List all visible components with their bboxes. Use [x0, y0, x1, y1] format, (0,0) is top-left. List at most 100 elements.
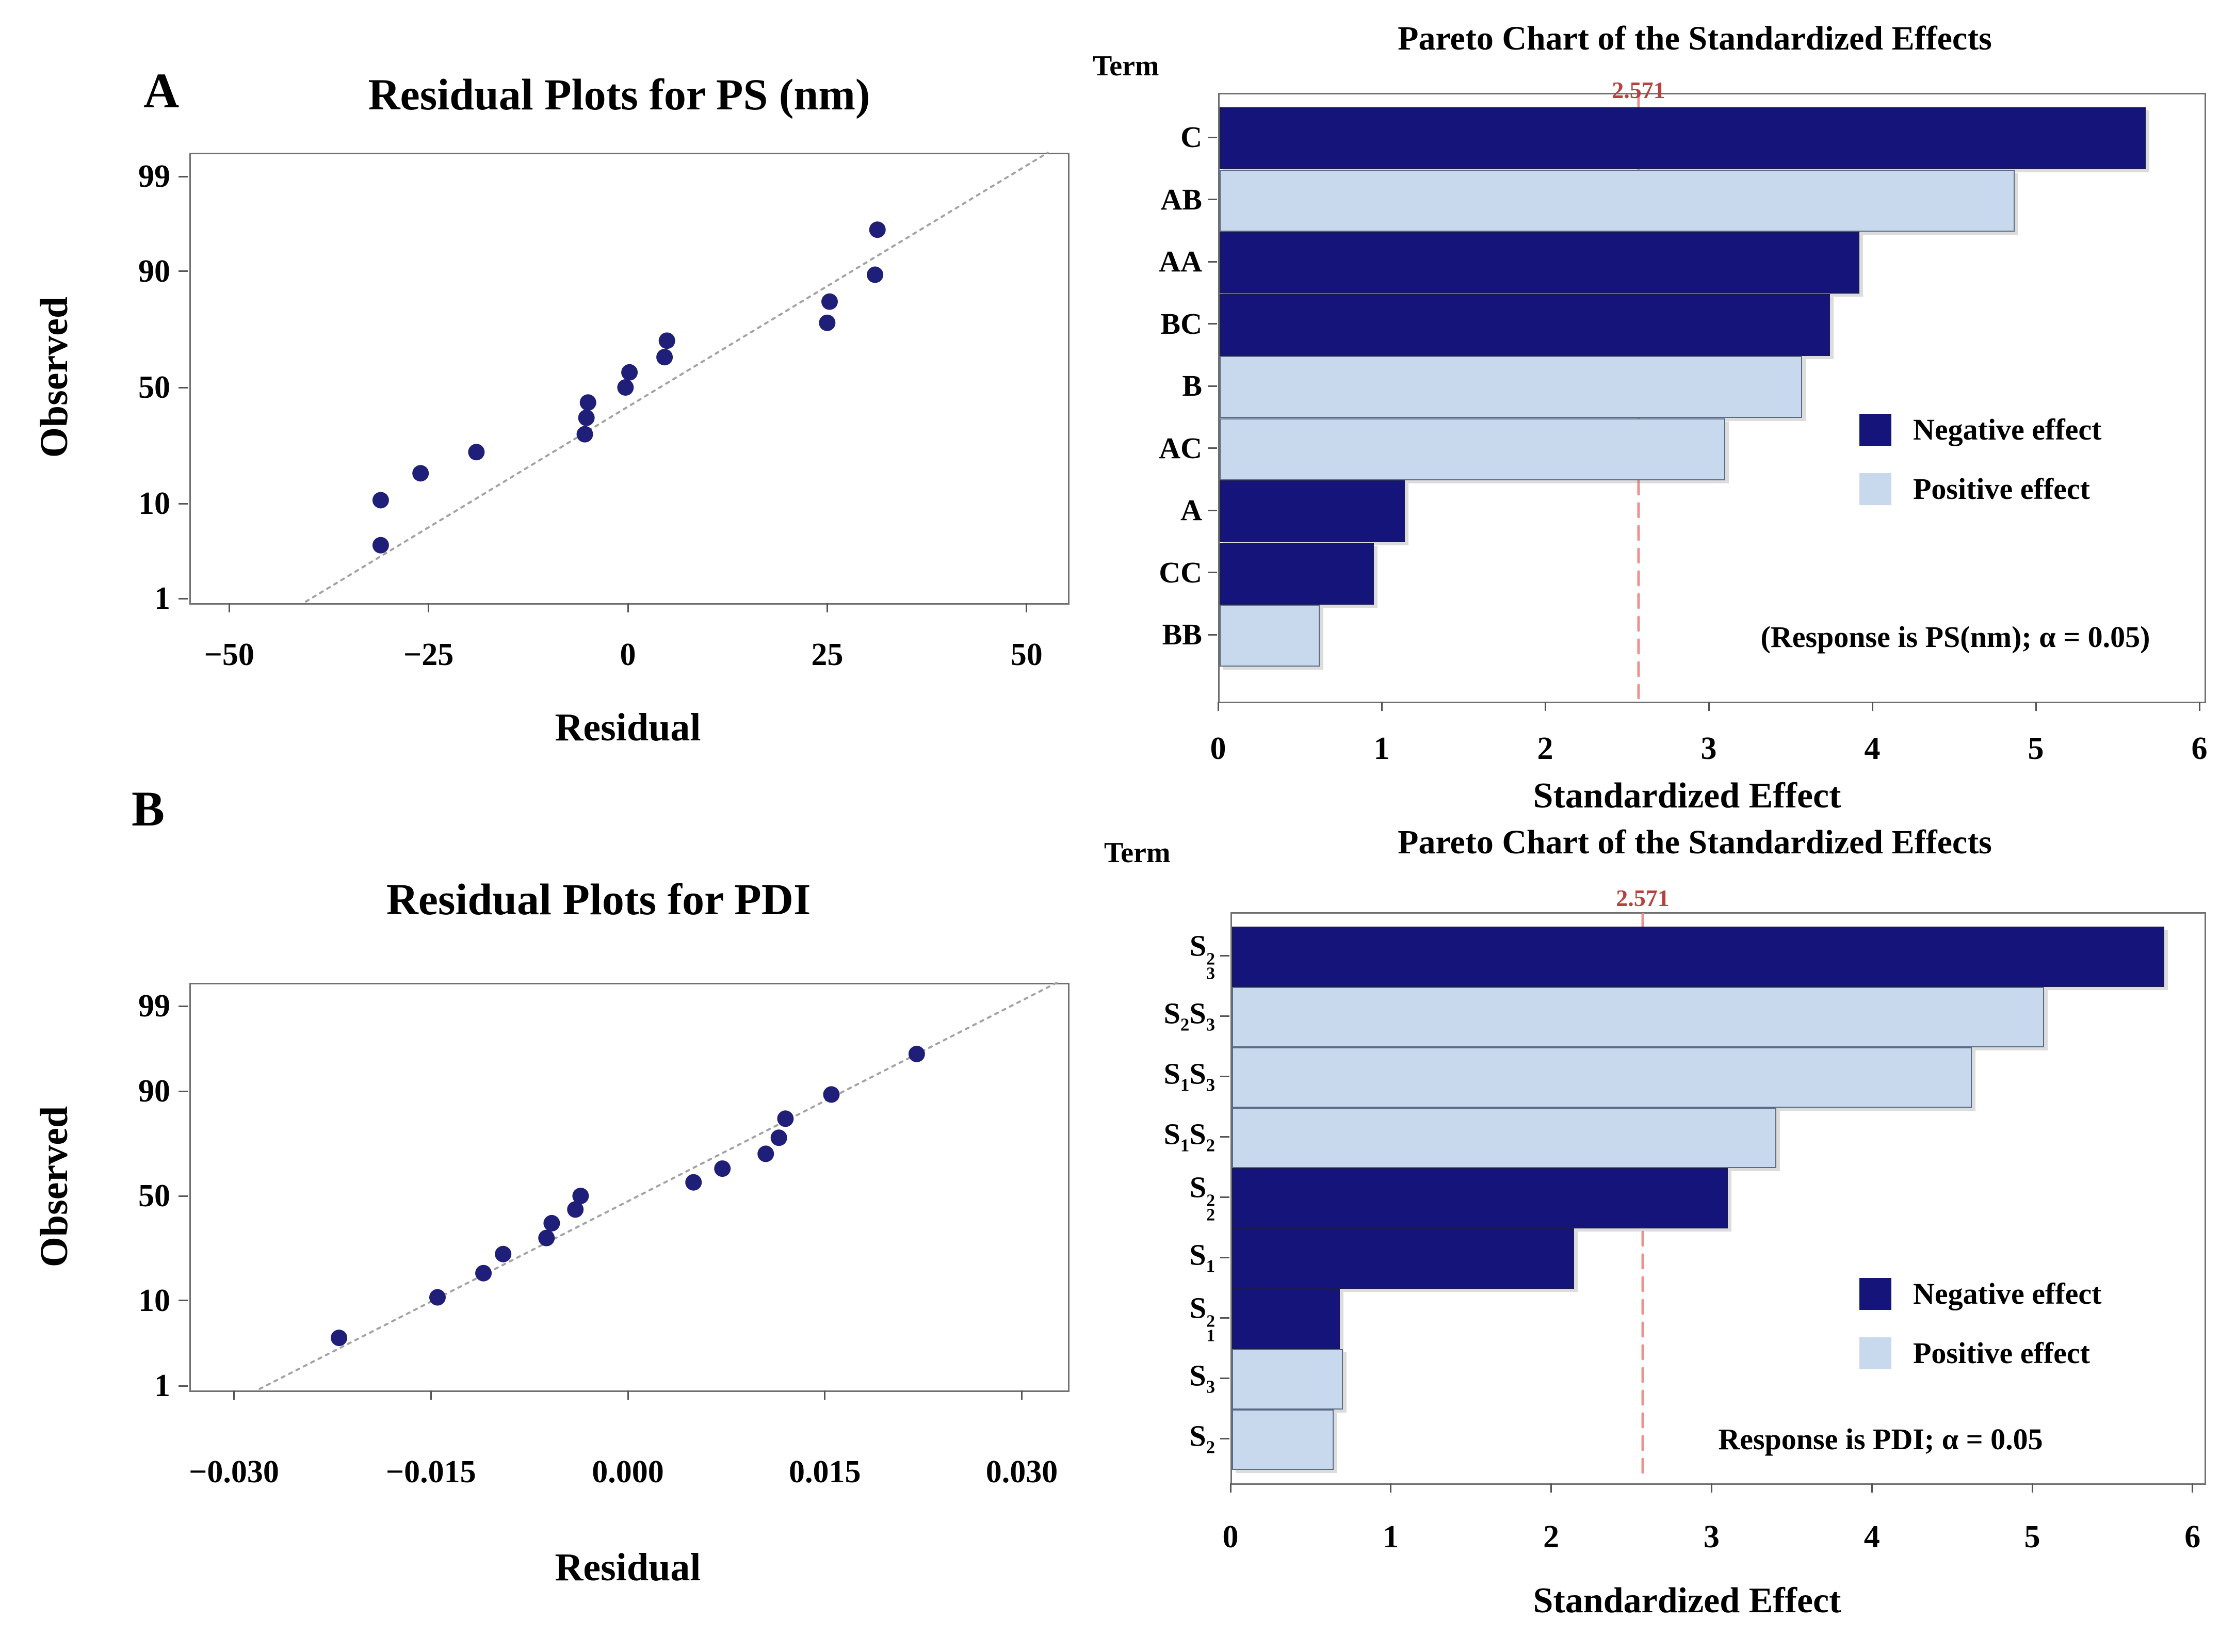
- y-tick-mark: [179, 1195, 188, 1197]
- x-tick-mark: [1020, 1390, 1023, 1400]
- pareto-bar-S3: [1232, 1349, 1343, 1410]
- pdi-pareto-reference-label: 2.571: [1616, 885, 1670, 911]
- x-tick-label: 0: [1222, 1519, 1239, 1554]
- x-tick-mark: [1381, 702, 1383, 711]
- x-tick-label: 4: [1864, 1519, 1880, 1554]
- positive-effect-swatch: [1859, 1337, 1891, 1369]
- pareto-bar-A: [1220, 480, 1405, 542]
- x-tick-mark: [2031, 1483, 2033, 1493]
- x-tick-mark: [428, 603, 430, 612]
- y-tick-label: 99: [138, 989, 170, 1024]
- x-tick-label: −0.030: [189, 1454, 279, 1489]
- term-label-B: B: [1182, 369, 1202, 402]
- x-tick-label: 5: [2028, 731, 2044, 766]
- x-tick-mark: [1026, 603, 1028, 612]
- term-tick-mark: [1220, 1257, 1229, 1258]
- pareto-bar-AB: [1220, 169, 2015, 232]
- positive-effect-label: Positive effect: [1913, 472, 2090, 506]
- x-tick-label: 1: [1373, 731, 1390, 766]
- x-tick-label: 6: [2184, 1519, 2201, 1554]
- y-tick-label: 90: [138, 253, 170, 289]
- x-tick-mark: [824, 1390, 826, 1400]
- x-tick-mark: [1871, 702, 1873, 711]
- pareto-bar-CC: [1220, 542, 1374, 605]
- term-tick-mark: [1208, 509, 1217, 511]
- x-tick-label: 0.000: [592, 1454, 664, 1489]
- ps-residual-xlabel: Residual: [555, 706, 701, 749]
- ps-pareto-reference-label: 2.571: [1612, 77, 1665, 103]
- ps-pareto-legend-positive: Positive effect: [1859, 472, 2090, 506]
- y-tick-label: 90: [138, 1074, 170, 1109]
- pareto-bar-S1: [1232, 1228, 1574, 1289]
- ps-pareto-legend-negative: Negative effect: [1859, 412, 2101, 447]
- x-tick-mark: [1708, 702, 1710, 711]
- term-tick-mark: [1208, 136, 1217, 138]
- x-tick-mark: [228, 603, 230, 612]
- pareto-bar-C: [1220, 107, 2146, 169]
- pareto-bar-S1S2: [1232, 1108, 1776, 1168]
- x-tick-label: −0.015: [385, 1454, 476, 1489]
- x-tick-mark: [627, 603, 629, 612]
- term-label-S3: S3: [1189, 1358, 1215, 1397]
- panel-a-letter: A: [143, 63, 180, 118]
- term-label-S2: S2: [1189, 1419, 1215, 1457]
- pareto-bar-AC: [1220, 418, 1725, 480]
- term-label-S1S2: S1S2: [1163, 1117, 1215, 1156]
- pdi-pareto-legend-negative: Negative effect: [1859, 1276, 2101, 1311]
- x-tick-label: 1: [1383, 1519, 1399, 1554]
- term-tick-mark: [1220, 1136, 1229, 1138]
- y-tick-label: 10: [138, 1283, 170, 1318]
- negative-effect-swatch: [1859, 413, 1891, 446]
- ps-pareto-xlabel: Standardized Effect: [1533, 776, 1841, 816]
- x-tick-mark: [1229, 1483, 1232, 1493]
- pareto-bar-BB: [1220, 605, 1320, 667]
- x-tick-mark: [627, 1390, 629, 1400]
- x-tick-label: 25: [811, 637, 844, 672]
- term-tick-mark: [1208, 447, 1217, 449]
- term-tick-mark: [1208, 261, 1217, 263]
- pdi-pareto-term-header: Term: [1104, 837, 1171, 869]
- term-tick-mark: [1220, 1015, 1229, 1017]
- term-tick-mark: [1208, 199, 1217, 200]
- negative-effect-swatch: [1859, 1277, 1891, 1310]
- x-tick-label: 0: [1210, 731, 1226, 766]
- term-tick-mark: [1220, 1317, 1229, 1319]
- pdi-pareto-legend-positive: Positive effect: [1859, 1336, 2090, 1370]
- ps-pareto-plot-frame: [1218, 93, 2206, 703]
- x-tick-mark: [1390, 1483, 1392, 1493]
- pdi-pareto-annotation: Response is PDI; α = 0.05: [1718, 1422, 2043, 1456]
- pareto-bar-S1S3: [1232, 1047, 1972, 1108]
- pareto-bar-AA: [1220, 232, 1859, 294]
- y-tick-label: 99: [138, 159, 170, 194]
- ps-pareto-annotation: (Response is PS(nm); α = 0.05): [1760, 620, 2150, 654]
- positive-effect-swatch: [1859, 473, 1891, 505]
- term-label-BB: BB: [1162, 618, 1202, 651]
- ps-residual-title: Residual Plots for PS (nm): [368, 70, 870, 119]
- negative-effect-label: Negative effect: [1913, 413, 2102, 446]
- x-tick-label: −50: [204, 637, 254, 672]
- term-label-S2S3: S2S3: [1163, 996, 1215, 1035]
- pdi-residual-title: Residual Plots for PDI: [386, 874, 811, 924]
- term-tick-mark: [1208, 572, 1217, 573]
- y-tick-label: 50: [138, 1178, 170, 1213]
- y-tick-mark: [179, 503, 188, 505]
- x-tick-mark: [2192, 1483, 2194, 1493]
- y-tick-mark: [179, 597, 188, 600]
- y-tick-mark: [179, 270, 188, 272]
- y-tick-label: 50: [138, 370, 170, 405]
- ps-residual-plot-frame: [189, 153, 1070, 605]
- x-tick-label: 0.015: [788, 1454, 861, 1489]
- x-tick-label: 2: [1537, 731, 1553, 766]
- ps-residual-ylabel: Observed: [33, 296, 76, 458]
- y-tick-mark: [179, 1005, 188, 1007]
- x-tick-mark: [1871, 1483, 1873, 1493]
- pdi-residual-plot-frame: [189, 983, 1070, 1392]
- x-tick-mark: [1544, 702, 1546, 711]
- y-tick-mark: [179, 175, 188, 177]
- y-tick-label: 1: [154, 1368, 170, 1403]
- pdi-pareto-plot-frame: [1230, 912, 2206, 1485]
- x-tick-label: 50: [1010, 637, 1043, 672]
- x-tick-label: 3: [1700, 731, 1717, 766]
- pdi-residual-ylabel: Observed: [33, 1106, 76, 1268]
